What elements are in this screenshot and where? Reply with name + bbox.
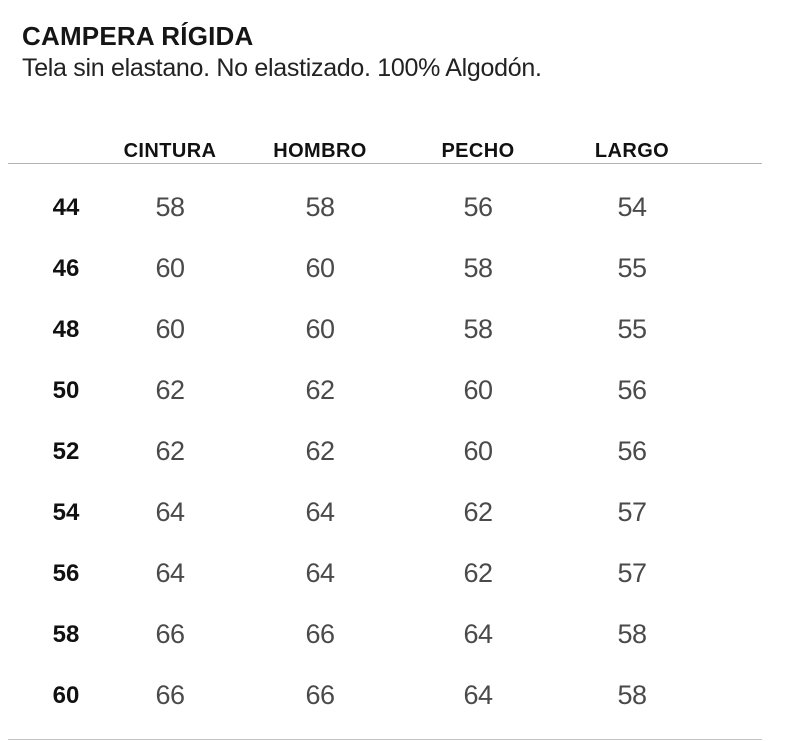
row-size-label: 52 <box>52 437 80 465</box>
table-row: 60 66 66 64 58 <box>16 665 724 726</box>
cell-value: 54 <box>617 192 647 222</box>
cell-value: 58 <box>155 192 185 222</box>
cell-value: 58 <box>463 253 493 283</box>
table-row: 50 62 62 60 56 <box>16 360 724 421</box>
cell-value: 55 <box>617 253 647 283</box>
cell-value: 60 <box>155 314 185 344</box>
cell-value: 64 <box>463 619 493 649</box>
header-rule <box>8 163 762 164</box>
cell-value: 62 <box>305 375 335 405</box>
table-header-row: CINTURA HOMBRO PECHO LARGO <box>16 140 724 163</box>
cell-value: 66 <box>305 680 335 710</box>
row-size-label: 50 <box>52 376 80 404</box>
page-subtitle: Tela sin elastano. No elastizado. 100% A… <box>22 54 542 82</box>
row-size-label: 48 <box>52 315 80 343</box>
cell-value: 60 <box>463 375 493 405</box>
row-size-label: 44 <box>52 193 80 221</box>
cell-value: 62 <box>463 497 493 527</box>
cell-value: 64 <box>463 680 493 710</box>
cell-value: 60 <box>463 436 493 466</box>
row-size-label: 46 <box>52 254 80 282</box>
table-row: 46 60 60 58 55 <box>16 238 724 299</box>
table-body: 44 58 58 56 54 46 60 60 58 55 48 60 60 5… <box>16 177 724 726</box>
cell-value: 64 <box>155 497 185 527</box>
cell-value: 58 <box>617 680 647 710</box>
cell-value: 60 <box>305 253 335 283</box>
cell-value: 56 <box>617 436 647 466</box>
cell-value: 66 <box>305 619 335 649</box>
column-header-cintura: CINTURA <box>123 140 217 162</box>
cell-value: 60 <box>155 253 185 283</box>
cell-value: 56 <box>463 192 493 222</box>
table-row: 48 60 60 58 55 <box>16 299 724 360</box>
row-size-label: 54 <box>52 498 80 526</box>
cell-value: 64 <box>155 558 185 588</box>
cell-value: 60 <box>305 314 335 344</box>
column-header-pecho: PECHO <box>441 140 515 162</box>
cell-value: 66 <box>155 619 185 649</box>
bottom-rule <box>8 739 762 740</box>
column-header-largo: LARGO <box>594 140 670 162</box>
table-row: 56 64 64 62 57 <box>16 543 724 604</box>
cell-value: 58 <box>463 314 493 344</box>
cell-value: 64 <box>305 497 335 527</box>
cell-value: 66 <box>155 680 185 710</box>
page-title: CAMPERA RÍGIDA <box>22 21 254 51</box>
row-size-label: 60 <box>52 681 80 709</box>
cell-value: 62 <box>463 558 493 588</box>
table-row: 52 62 62 60 56 <box>16 421 724 482</box>
cell-value: 62 <box>305 436 335 466</box>
table-row: 58 66 66 64 58 <box>16 604 724 665</box>
table-row: 44 58 58 56 54 <box>16 177 724 238</box>
row-size-label: 58 <box>52 620 80 648</box>
cell-value: 62 <box>155 375 185 405</box>
cell-value: 56 <box>617 375 647 405</box>
row-size-label: 56 <box>52 559 80 587</box>
table-row: 54 64 64 62 57 <box>16 482 724 543</box>
cell-value: 64 <box>305 558 335 588</box>
cell-value: 62 <box>155 436 185 466</box>
column-header-hombro: HOMBRO <box>273 140 367 162</box>
cell-value: 57 <box>617 558 647 588</box>
cell-value: 58 <box>617 619 647 649</box>
cell-value: 57 <box>617 497 647 527</box>
column-header-size <box>16 140 116 163</box>
cell-value: 58 <box>305 192 335 222</box>
cell-value: 55 <box>617 314 647 344</box>
